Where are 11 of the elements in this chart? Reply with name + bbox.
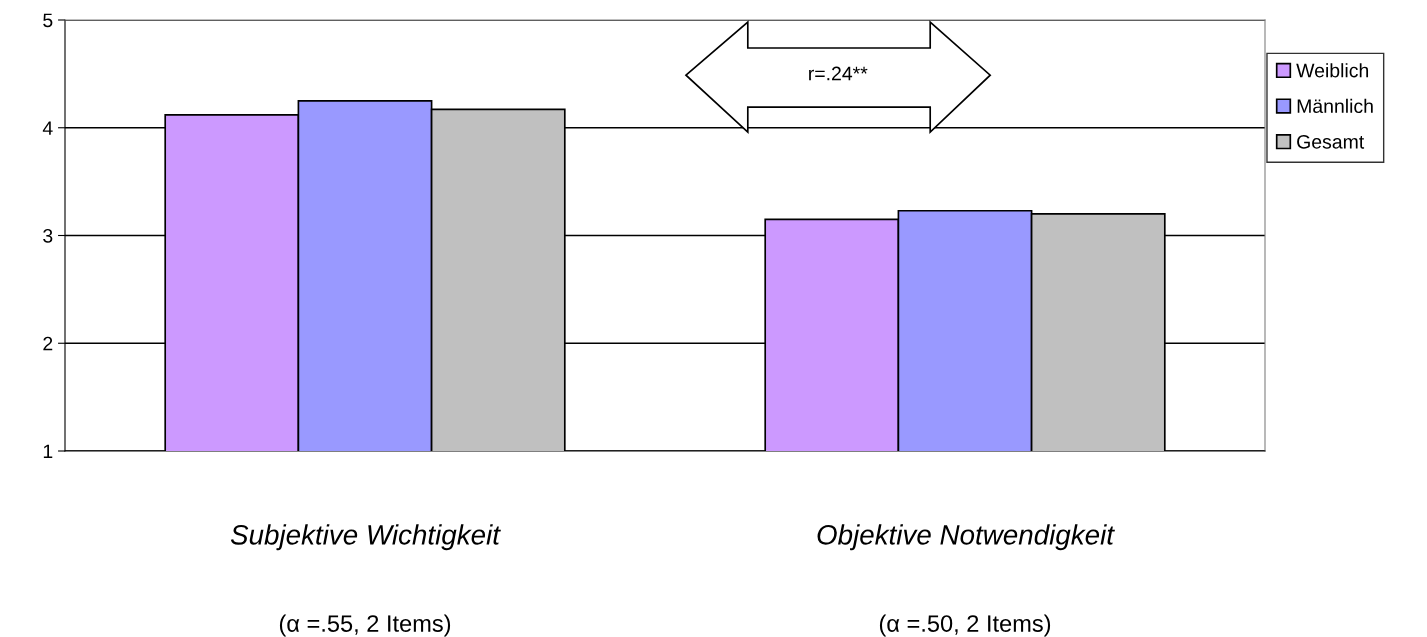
y-tick-label: 4 bbox=[42, 121, 53, 135]
legend-label: Gesamt bbox=[1297, 134, 1365, 149]
category-label: Objektive Notwendigkeit (α =.50, 2 Items) bbox=[817, 524, 1115, 637]
category-label: Subjektive Wichtigkeit (α =.55, 2 Items) bbox=[230, 524, 501, 637]
annotation: r=.24** bbox=[809, 66, 868, 81]
y-tick-label: 2 bbox=[43, 336, 53, 351]
y-tick-label: 5 bbox=[43, 13, 53, 28]
legend-label: Weiblich bbox=[1296, 63, 1369, 78]
y-tick-label: 3 bbox=[43, 228, 53, 243]
legend-label: Männlich bbox=[1297, 98, 1373, 114]
y-tick-label: 1 bbox=[43, 444, 53, 459]
